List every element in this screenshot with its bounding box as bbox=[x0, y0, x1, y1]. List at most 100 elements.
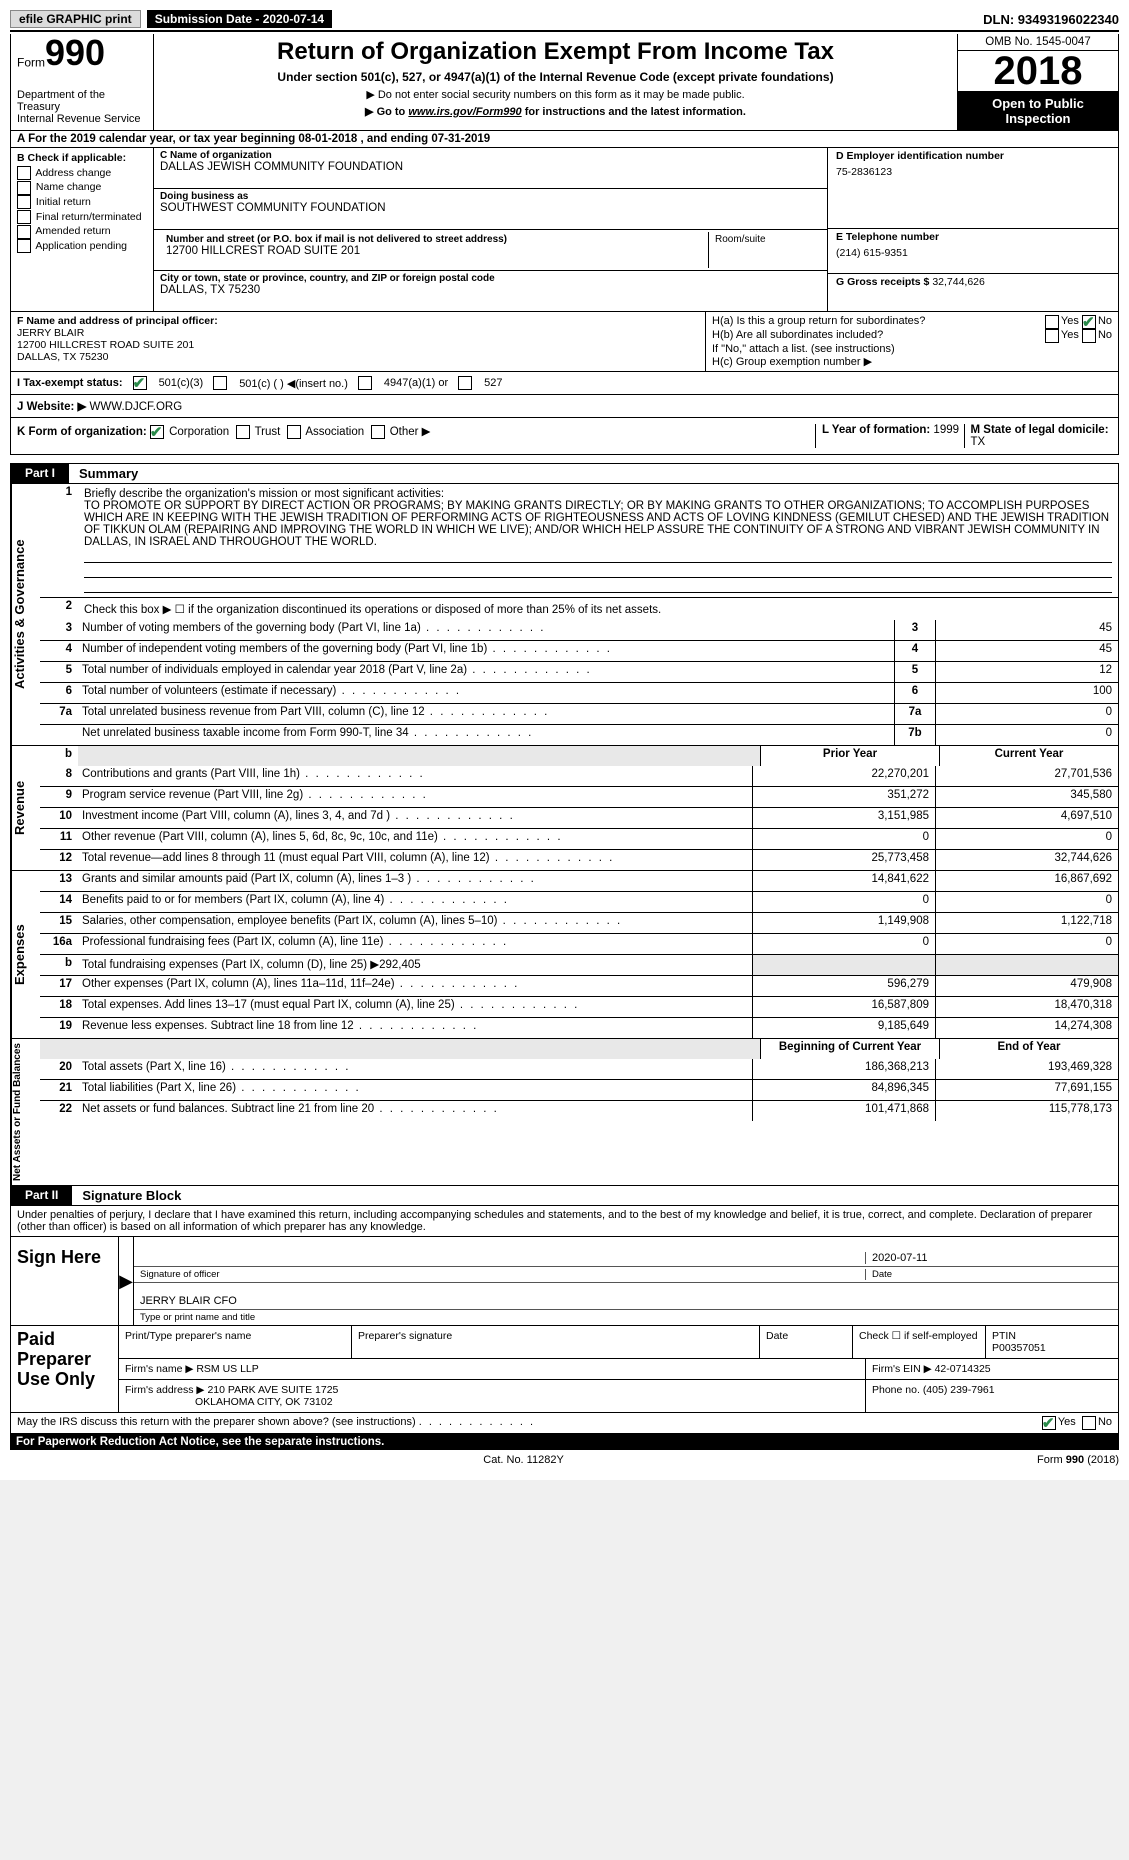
firm-name: RSM US LLP bbox=[196, 1363, 258, 1375]
prior-val: 14,841,622 bbox=[752, 871, 935, 891]
sig-date: 2020-07-11 bbox=[865, 1252, 1112, 1264]
cb-other[interactable] bbox=[371, 425, 385, 439]
website-value: WWW.DJCF.ORG bbox=[90, 401, 183, 413]
begin-val: 186,368,213 bbox=[752, 1059, 935, 1079]
opt-other: Other ▶ bbox=[390, 426, 431, 438]
i-label: I Tax-exempt status: bbox=[17, 377, 123, 389]
cb-corp[interactable] bbox=[150, 425, 164, 439]
line-1-mission: Briefly describe the organization's miss… bbox=[78, 484, 1118, 597]
cb-hb-yes[interactable] bbox=[1045, 329, 1059, 343]
opt-501c: 501(c) ( ) ◀(insert no.) bbox=[239, 377, 348, 390]
open-to-public: Open to Public Inspection bbox=[958, 92, 1118, 130]
dln: DLN: 93493196022340 bbox=[983, 12, 1119, 27]
line-desc: Total liabilities (Part X, line 26) bbox=[78, 1080, 752, 1100]
prior-val: 0 bbox=[752, 892, 935, 912]
cb-discuss-no[interactable] bbox=[1082, 1416, 1096, 1430]
sign-arrow-icon: ▶ bbox=[119, 1237, 134, 1325]
footer: Cat. No. 11282Y Form 990 (2018) bbox=[10, 1450, 1119, 1470]
cat-no: Cat. No. 11282Y bbox=[483, 1454, 564, 1466]
signature-block: Under penalties of perjury, I declare th… bbox=[10, 1206, 1119, 1413]
goto-suffix: for instructions and the latest informat… bbox=[522, 106, 746, 118]
line-num: 11 bbox=[40, 829, 78, 849]
line-desc: Total number of individuals employed in … bbox=[78, 662, 894, 682]
firm-ein-label: Firm's EIN ▶ bbox=[872, 1363, 932, 1375]
curr-val: 18,470,318 bbox=[935, 997, 1118, 1017]
row-j-website: J Website: ▶ WWW.DJCF.ORG bbox=[10, 395, 1119, 418]
line-num: 10 bbox=[40, 808, 78, 828]
line-desc: Contributions and grants (Part VIII, lin… bbox=[78, 766, 752, 786]
ha-yes: Yes bbox=[1061, 315, 1079, 329]
line-desc: Number of voting members of the governin… bbox=[78, 620, 894, 640]
cb-final-return[interactable] bbox=[17, 210, 31, 224]
ssn-warning: ▶ Do not enter social security numbers o… bbox=[160, 88, 951, 101]
state-domicile: TX bbox=[971, 436, 986, 448]
cb-address-change[interactable] bbox=[17, 166, 31, 180]
cb-initial-return[interactable] bbox=[17, 195, 31, 209]
officer-street: 12700 HILLCREST ROAD SUITE 201 bbox=[17, 339, 194, 351]
discuss-no: No bbox=[1098, 1416, 1112, 1430]
activities-governance-section: Activities & Governance 1 Briefly descri… bbox=[10, 484, 1119, 746]
opt-corp: Corporation bbox=[169, 426, 229, 438]
netassets-section: Net Assets or Fund Balances Beginning of… bbox=[10, 1039, 1119, 1186]
efile-button[interactable]: efile GRAPHIC print bbox=[10, 10, 141, 28]
g-gross: G Gross receipts $ 32,744,626 bbox=[828, 274, 1118, 298]
side-revenue: Revenue bbox=[11, 746, 40, 870]
opt-assoc: Association bbox=[305, 426, 364, 438]
prior-val: 596,279 bbox=[752, 976, 935, 996]
part1-label: Part I bbox=[11, 464, 69, 483]
paid-preparer-label: Paid Preparer Use Only bbox=[11, 1326, 119, 1412]
cb-discuss-yes[interactable] bbox=[1042, 1416, 1056, 1430]
revenue-section: Revenue b Prior Year Current Year 8 Cont… bbox=[10, 746, 1119, 871]
c-street-label: Number and street (or P.O. box if mail i… bbox=[166, 234, 507, 245]
cb-assoc[interactable] bbox=[287, 425, 301, 439]
f-label: F Name and address of principal officer: bbox=[17, 315, 218, 327]
year-formation: 1999 bbox=[933, 424, 959, 436]
m-label: M State of legal domicile: bbox=[971, 424, 1109, 436]
line-box: 3 bbox=[894, 620, 935, 640]
curr-val: 0 bbox=[935, 934, 1118, 954]
curr-val: 16,867,692 bbox=[935, 871, 1118, 891]
line-desc: Total fundraising expenses (Part IX, col… bbox=[78, 955, 752, 975]
curr-val: 0 bbox=[935, 829, 1118, 849]
line-num: 8 bbox=[40, 766, 78, 786]
e-label: E Telephone number bbox=[836, 231, 939, 243]
line-num: 21 bbox=[40, 1080, 78, 1100]
line-desc: Other revenue (Part VIII, column (A), li… bbox=[78, 829, 752, 849]
curr-val: 1,122,718 bbox=[935, 913, 1118, 933]
netassets-row: 21 Total liabilities (Part X, line 26) 8… bbox=[40, 1079, 1118, 1100]
cb-501c[interactable] bbox=[213, 376, 227, 390]
cb-name-change[interactable] bbox=[17, 181, 31, 195]
goto-prefix: ▶ Go to bbox=[365, 106, 408, 118]
hb-yes: Yes bbox=[1061, 329, 1079, 343]
opt-amended-return: Amended return bbox=[35, 225, 110, 237]
firm-addr1: 210 PARK AVE SUITE 1725 bbox=[207, 1384, 338, 1396]
room-suite: Room/suite bbox=[709, 232, 821, 268]
prior-val: 16,587,809 bbox=[752, 997, 935, 1017]
cb-hb-no[interactable] bbox=[1082, 329, 1096, 343]
g-label: G Gross receipts $ bbox=[836, 276, 929, 288]
c-city: City or town, state or province, country… bbox=[154, 271, 827, 311]
begin-val: 84,896,345 bbox=[752, 1080, 935, 1100]
cb-amended-return[interactable] bbox=[17, 225, 31, 239]
d-ein: D Employer identification number 75-2836… bbox=[828, 148, 1118, 229]
cb-application-pending[interactable] bbox=[17, 239, 31, 253]
line-desc: Total assets (Part X, line 16) bbox=[78, 1059, 752, 1079]
l1-label: Briefly describe the organization's miss… bbox=[84, 488, 444, 500]
irs-link[interactable]: www.irs.gov/Form990 bbox=[408, 106, 521, 118]
cb-527[interactable] bbox=[458, 376, 472, 390]
summary-row: 3 Number of voting members of the govern… bbox=[40, 620, 1118, 640]
sig-date-caption: Date bbox=[865, 1269, 1112, 1280]
prior-val: 25,773,458 bbox=[752, 850, 935, 870]
line-num: 12 bbox=[40, 850, 78, 870]
ptin-value: P00357051 bbox=[992, 1342, 1046, 1354]
officer-name-caption: Type or print name and title bbox=[140, 1312, 1112, 1323]
cb-501c3[interactable] bbox=[133, 376, 147, 390]
line-box: 6 bbox=[894, 683, 935, 703]
cb-trust[interactable] bbox=[236, 425, 250, 439]
line-desc: Total revenue—add lines 8 through 11 (mu… bbox=[78, 850, 752, 870]
opt-4947: 4947(a)(1) or bbox=[384, 377, 448, 389]
cb-4947[interactable] bbox=[358, 376, 372, 390]
cb-ha-no[interactable] bbox=[1082, 315, 1096, 329]
prior-val: 1,149,908 bbox=[752, 913, 935, 933]
cb-ha-yes[interactable] bbox=[1045, 315, 1059, 329]
